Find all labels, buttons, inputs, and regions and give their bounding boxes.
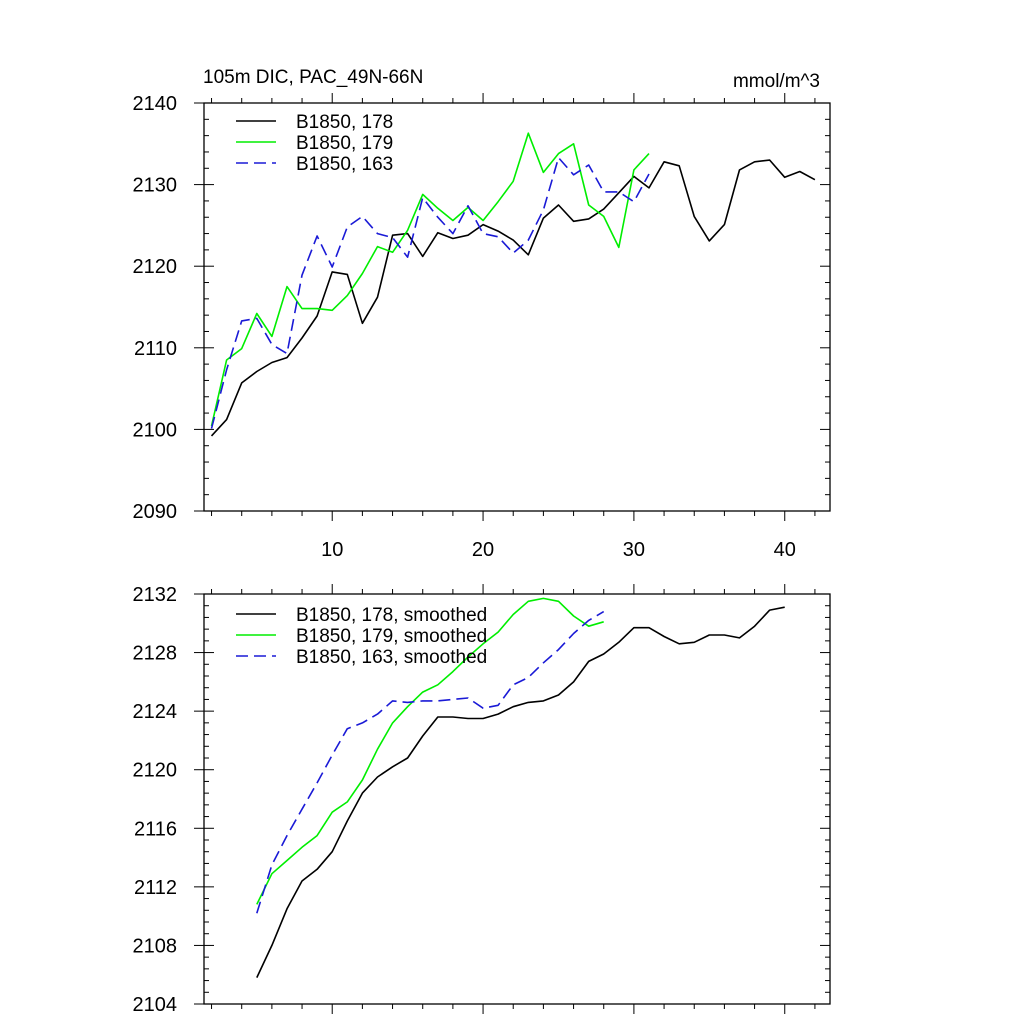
x-tick-label: 40 — [774, 539, 796, 561]
x-tick-label: 10 — [321, 539, 343, 561]
series-line — [256, 597, 604, 905]
legend-label: B1850, 179 — [296, 133, 393, 154]
y-tick-label: 2104 — [133, 994, 178, 1016]
units-label: mmol/m^3 — [733, 71, 820, 92]
dic-smoothed-panel: 2104 2108 2112 2116 2120 2124 2128 2132 B1850, … — [133, 584, 831, 1016]
dic-raw-panel: 105m DIC, PAC_49N-66N mmol/m^3 2090 2100 2… — [133, 67, 831, 561]
plot-frame — [203, 593, 831, 1005]
y-tick-label: 2120 — [133, 256, 178, 278]
series-line — [210, 156, 650, 429]
y-tick-label: 2108 — [133, 935, 178, 957]
legend-label: B1850, 178, smoothed — [296, 605, 487, 626]
legend-label: B1850, 178 — [296, 112, 393, 133]
legend-label: B1850, 163, smoothed — [296, 647, 487, 668]
series-line — [256, 606, 785, 978]
y-tick-label: 2132 — [133, 584, 178, 606]
y-tick-label: 2116 — [134, 818, 177, 840]
y-tick-label: 2090 — [133, 501, 178, 523]
x-tick-label: 30 — [623, 539, 645, 561]
plot-frame — [203, 102, 831, 512]
y-tick-label: 2124 — [133, 701, 178, 723]
y-tick-label: 2128 — [133, 643, 178, 665]
y-tick-label: 2112 — [134, 877, 177, 899]
y-tick-label: 2110 — [134, 338, 177, 360]
series-line — [210, 159, 816, 437]
y-tick-label: 2100 — [133, 419, 178, 441]
x-tick-label: 20 — [472, 539, 494, 561]
y-tick-label: 2120 — [133, 760, 178, 782]
legend-label: B1850, 163 — [296, 154, 393, 175]
y-tick-label: 2130 — [133, 175, 178, 197]
series-line — [210, 132, 650, 427]
series-line — [256, 610, 605, 914]
legend-label: B1850, 179, smoothed — [296, 626, 487, 647]
chart-title: 105m DIC, PAC_49N-66N — [203, 67, 423, 88]
y-tick-label: 2140 — [133, 93, 178, 115]
